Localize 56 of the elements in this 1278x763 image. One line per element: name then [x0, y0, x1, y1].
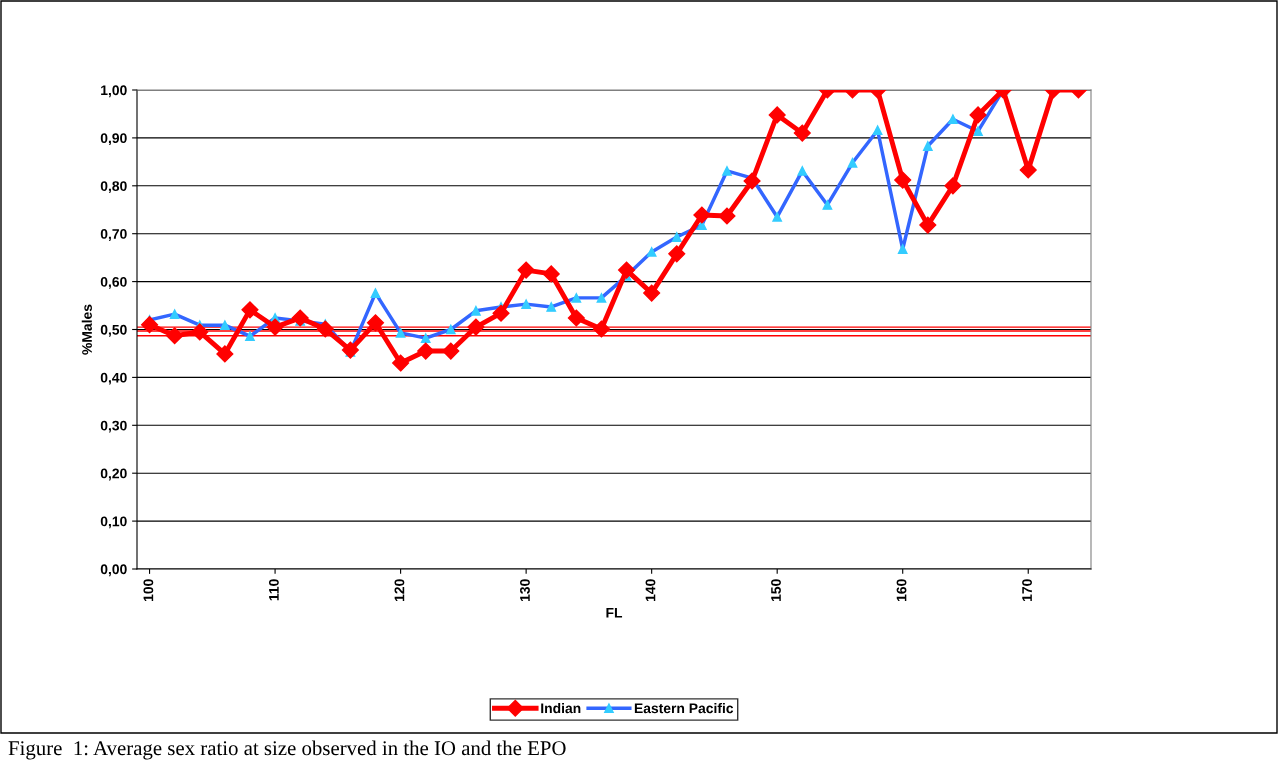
point	[618, 261, 636, 279]
point	[718, 207, 736, 225]
point	[442, 342, 460, 360]
point	[592, 320, 610, 338]
point	[492, 304, 510, 322]
y-tick-label: 0,20	[100, 468, 127, 481]
y-tick-label: 0,60	[100, 276, 127, 289]
x-tick-label: 170	[1022, 579, 1032, 602]
x-tick-label: 110	[268, 579, 279, 601]
point	[944, 177, 962, 195]
point	[542, 265, 560, 283]
y-axis-title: %Males	[81, 304, 92, 355]
x-axis-title: FL	[606, 607, 623, 618]
y-tick-label: 0,10	[100, 516, 127, 529]
y-tick-label: 0,30	[100, 420, 127, 433]
x-tick-label: 100	[143, 579, 154, 602]
y-tick-label: 0,50	[100, 324, 127, 337]
y-tick-label: 0,80	[100, 181, 127, 193]
x-tick-label: 140	[645, 579, 656, 602]
point	[693, 206, 711, 224]
x-tick-label: 150	[771, 579, 781, 602]
y-tick-label: 1,00	[101, 85, 127, 98]
y-tick-label: 0,90	[100, 133, 127, 146]
point	[517, 261, 535, 279]
point	[1019, 161, 1037, 179]
x-tick-label: 160	[896, 579, 907, 602]
caption: Figure 1: Average sex ratio at size observed in the IO and the EPO	[8, 740, 566, 760]
point	[241, 301, 259, 319]
point	[768, 106, 786, 124]
point	[266, 318, 284, 336]
point	[341, 341, 359, 359]
y-tick-label: 0,00	[100, 564, 127, 577]
point	[141, 316, 159, 334]
legend-label: Eastern Pacific	[634, 703, 734, 714]
legend-label: Indian	[541, 703, 581, 714]
point	[191, 323, 209, 341]
point	[668, 245, 686, 263]
point	[894, 171, 912, 189]
point	[743, 172, 761, 190]
point	[216, 345, 234, 363]
point	[643, 284, 661, 302]
point	[392, 354, 410, 372]
y-tick-label: 0,40	[100, 372, 127, 385]
point	[567, 309, 585, 327]
x-tick-label: 120	[394, 579, 405, 602]
point	[969, 106, 987, 124]
point	[166, 327, 184, 345]
x-tick-label: 130	[520, 579, 530, 602]
point	[366, 314, 385, 332]
point	[467, 318, 485, 336]
y-tick-label: 0,70	[100, 229, 127, 241]
point	[919, 216, 937, 234]
point	[417, 342, 435, 360]
point	[316, 320, 334, 338]
point	[291, 309, 309, 327]
point	[793, 124, 811, 142]
